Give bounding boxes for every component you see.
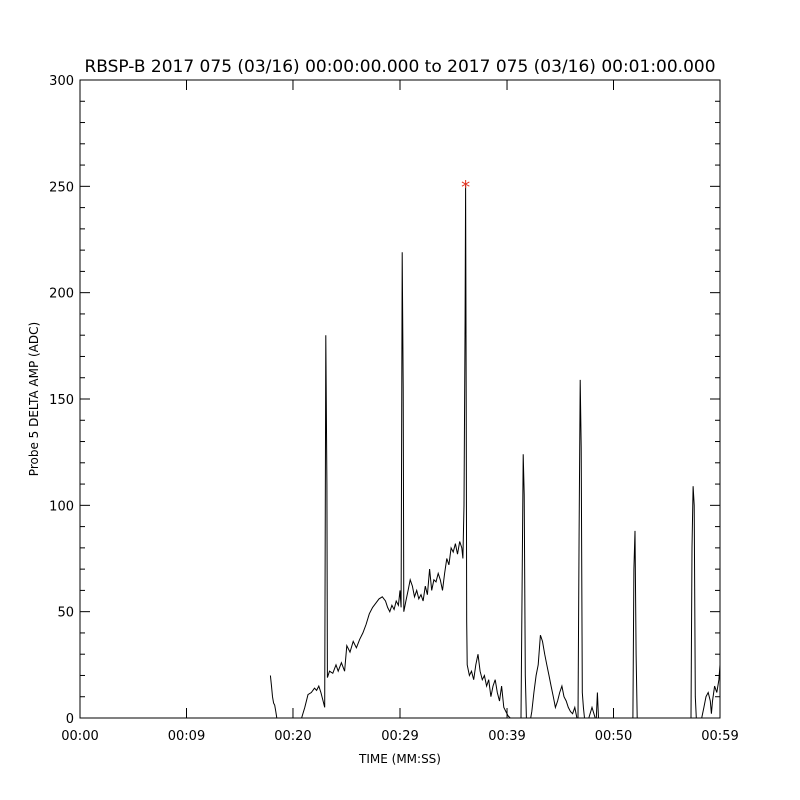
series-line-segment — [701, 654, 721, 719]
x-axis-label: TIME (MM:SS) — [358, 752, 441, 766]
x-tick-label: 00:59 — [701, 729, 738, 744]
x-tick-label: 00:09 — [168, 729, 205, 744]
x-tick-label: 00:39 — [488, 729, 525, 744]
y-tick-label: 50 — [57, 606, 74, 621]
series-line-segment — [595, 692, 599, 719]
y-tick-label: 300 — [49, 74, 74, 89]
series-line-segment — [269, 675, 278, 719]
series-line-segment — [690, 486, 697, 719]
tick-labels: 0 50 100 150 200 250 300 00:00 00:09 00:20 00:29 00… — [49, 74, 739, 744]
chart-title: RBSP-B 2017 075 (03/16) 00:00:00.000 to … — [84, 57, 715, 77]
x-tick-label: 00:00 — [61, 729, 98, 744]
axis-ticks — [79, 79, 721, 719]
x-tick-label: 00:50 — [595, 729, 632, 744]
y-tick-label: 100 — [49, 499, 74, 514]
x-tick-label: 00:29 — [381, 729, 418, 744]
series-line-segment — [301, 184, 511, 719]
data-series — [269, 184, 721, 719]
series-line-segment — [577, 379, 585, 719]
x-tick-label: 00:20 — [274, 729, 311, 744]
y-tick-label: 0 — [66, 712, 74, 727]
series-line-segment — [632, 530, 638, 719]
y-tick-label: 250 — [49, 180, 74, 195]
plot-frame — [79, 79, 721, 719]
y-axis-label: Probe 5 DELTA AMP (ADC) — [27, 322, 41, 476]
max-value-marker: * — [461, 177, 470, 198]
series-line-segment — [520, 454, 527, 719]
series-line-segment — [588, 705, 596, 719]
y-tick-label: 200 — [49, 287, 74, 302]
series-line-segment — [530, 634, 578, 719]
y-tick-label: 150 — [49, 393, 74, 408]
